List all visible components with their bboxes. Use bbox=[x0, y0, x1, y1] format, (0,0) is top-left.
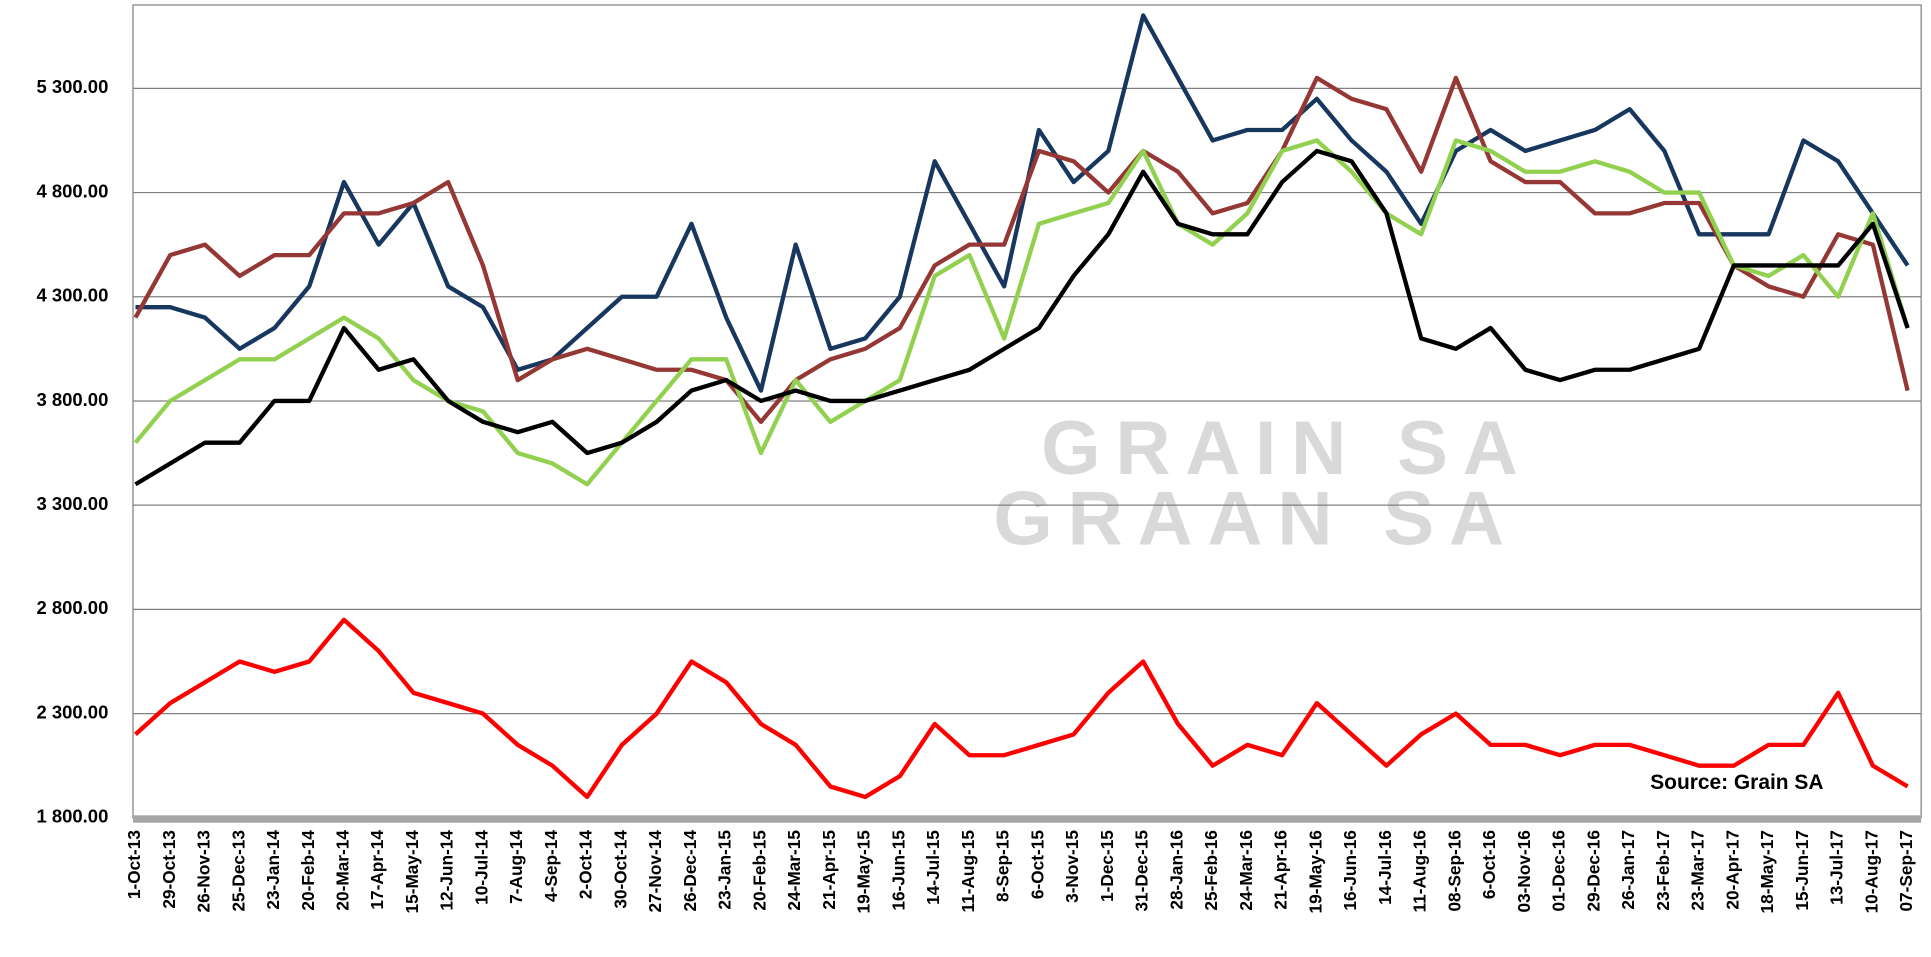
x-tick-label: 19-May-16 bbox=[1305, 830, 1325, 913]
series-line bbox=[133, 75, 1910, 425]
x-tick-label: 6-Oct-16 bbox=[1479, 830, 1499, 899]
x-tick-label: 29-Dec-16 bbox=[1583, 830, 1603, 911]
x-tick-label: 3-Nov-15 bbox=[1062, 830, 1082, 903]
x-tick-label: 2-Oct-14 bbox=[576, 830, 596, 899]
x-tick-label: 24-Mar-15 bbox=[784, 830, 804, 911]
x-tick-label: 11-Aug-16 bbox=[1410, 830, 1430, 912]
x-tick-label: 23-Mar-17 bbox=[1688, 830, 1708, 910]
y-tick-label: 4 300.00 bbox=[36, 285, 108, 306]
x-tick-label: 13-Jul-17 bbox=[1827, 830, 1847, 905]
y-tick-label: 5 300.00 bbox=[36, 76, 108, 97]
y-tick-label: 3 800.00 bbox=[36, 389, 108, 410]
x-tick-label: 25-Dec-13 bbox=[228, 830, 248, 911]
series-line bbox=[133, 138, 1910, 487]
x-tick-label: 21-Apr-16 bbox=[1271, 830, 1291, 910]
x-tick-label: 31-Dec-15 bbox=[1132, 830, 1152, 912]
series-line bbox=[134, 148, 1910, 487]
x-tick-label: 15-Jun-17 bbox=[1792, 830, 1812, 910]
x-tick-label: 8-Sep-15 bbox=[993, 830, 1013, 902]
x-tick-label: 03-Nov-16 bbox=[1514, 830, 1534, 912]
x-tick-label: 29-Oct-13 bbox=[159, 830, 179, 909]
x-tick-label: 08-Sep-16 bbox=[1444, 830, 1464, 911]
series-line bbox=[135, 13, 1910, 393]
y-tick-label: 1 800.00 bbox=[36, 806, 108, 827]
x-tick-label: 20-Apr-17 bbox=[1722, 830, 1742, 910]
x-tick-label: 26-Jan-17 bbox=[1618, 830, 1638, 910]
x-tick-label: 24-Mar-16 bbox=[1236, 830, 1256, 910]
x-tick-label: 4-Sep-14 bbox=[541, 830, 561, 902]
x-tick-label: 25-Feb-16 bbox=[1201, 830, 1221, 910]
x-tick-label: 11-Aug-15 bbox=[958, 830, 978, 913]
x-tick-label: 1-Dec-15 bbox=[1097, 830, 1117, 902]
plot-frame bbox=[132, 4, 1922, 819]
x-tick-label: 15-May-14 bbox=[402, 830, 422, 914]
x-tick-label: 30-Oct-14 bbox=[610, 830, 630, 909]
x-tick-label: 10-Aug-17 bbox=[1861, 830, 1881, 913]
x-tick-label: 14-Jul-16 bbox=[1375, 830, 1395, 905]
x-tick-label: 23-Jan-15 bbox=[715, 830, 735, 910]
x-tick-label: 26-Nov-13 bbox=[194, 830, 214, 912]
x-tick-label: 28-Jan-16 bbox=[1166, 830, 1186, 910]
x-tick-label: 23-Feb-17 bbox=[1653, 830, 1673, 910]
x-tick-label: 16-Jun-15 bbox=[888, 830, 908, 911]
x-tick-label: 1-Oct-13 bbox=[124, 830, 144, 899]
x-tick-label: 12-Jun-14 bbox=[437, 830, 457, 911]
source-note: Source: Grain SA bbox=[1650, 771, 1823, 794]
x-tick-label: 7-Aug-14 bbox=[506, 830, 526, 904]
x-tick-label: 6-Oct-15 bbox=[1027, 830, 1047, 899]
x-tick-label: 14-Jul-15 bbox=[923, 830, 943, 905]
y-tick-label: 2 300.00 bbox=[36, 701, 108, 722]
x-tick-label: 01-Dec-16 bbox=[1549, 830, 1569, 911]
series-line bbox=[134, 617, 1909, 800]
x-tick-label: 10-Jul-14 bbox=[471, 830, 491, 905]
watermark: GRAIN SA bbox=[1041, 406, 1532, 491]
y-tick-label: 3 300.00 bbox=[36, 493, 108, 514]
x-tick-label: 07-Sep-17 bbox=[1896, 830, 1916, 911]
x-axis bbox=[133, 815, 1922, 823]
x-tick-label: 20-Mar-14 bbox=[332, 830, 352, 911]
watermark: GRAAN SA bbox=[993, 476, 1518, 561]
x-tick-label: 17-Apr-14 bbox=[367, 830, 387, 910]
x-tick-label: 26-Dec-14 bbox=[680, 830, 700, 912]
x-tick-label: 20-Feb-15 bbox=[749, 830, 769, 911]
x-tick-label: 23-Jan-14 bbox=[263, 830, 283, 910]
x-tick-label: 21-Apr-15 bbox=[819, 830, 839, 910]
y-tick-label: 2 800.00 bbox=[36, 597, 108, 618]
x-tick-label: 16-Jun-16 bbox=[1340, 830, 1360, 910]
x-tick-label: 19-May-15 bbox=[854, 830, 874, 914]
y-tick-label: 4 800.00 bbox=[36, 180, 108, 201]
x-tick-label: 20-Feb-14 bbox=[298, 830, 318, 911]
x-tick-label: 27-Nov-14 bbox=[645, 830, 665, 913]
x-tick-label: 18-May-17 bbox=[1757, 830, 1777, 913]
